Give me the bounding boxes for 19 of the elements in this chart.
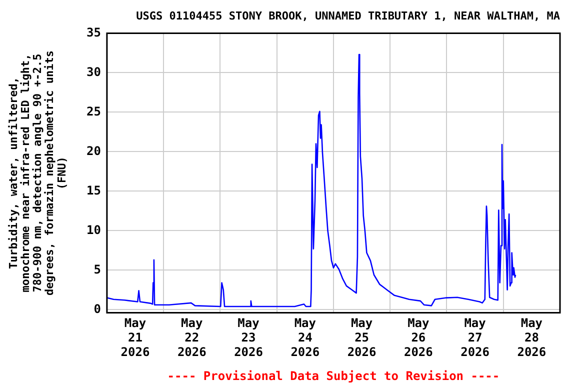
y-tick-label: 5 bbox=[94, 262, 101, 276]
y-tick-label: 20 bbox=[86, 144, 101, 158]
y-axis-title: Turbidity, water, unfiltered, monochrome near infra-red LED light, 780-900 nm, detection angle 90 +-2.5 degrees, formazin nephelometric units (FNU) bbox=[6, 50, 68, 296]
x-tick-label: May 27 2026 bbox=[460, 316, 490, 359]
y-tick-label: 25 bbox=[86, 104, 101, 118]
x-tick-label: May 25 2026 bbox=[347, 316, 376, 359]
x-tick-label: May 24 2026 bbox=[290, 316, 320, 359]
y-tick-label: 15 bbox=[86, 183, 101, 198]
x-tick-label: May 21 2026 bbox=[120, 316, 150, 359]
x-tick-label: May 28 2026 bbox=[517, 316, 546, 359]
y-tick-label: 35 bbox=[86, 25, 101, 40]
y-tick-label: 30 bbox=[86, 64, 101, 79]
x-tick-label: May 23 2026 bbox=[234, 316, 263, 359]
text: ---- Provisional Data Subject to Revision ---- bbox=[167, 369, 500, 383]
x-tick-label: May 22 2026 bbox=[177, 316, 206, 359]
x-tick-label: May 26 2026 bbox=[404, 316, 433, 359]
y-tick-label: 10 bbox=[86, 222, 101, 237]
chart-title: USGS 01104455 STONY BROOK, UNNAMED TRIBUTARY 1, NEAR WALTHAM, MA bbox=[136, 9, 560, 22]
y-tick-label: 0 bbox=[94, 302, 101, 316]
